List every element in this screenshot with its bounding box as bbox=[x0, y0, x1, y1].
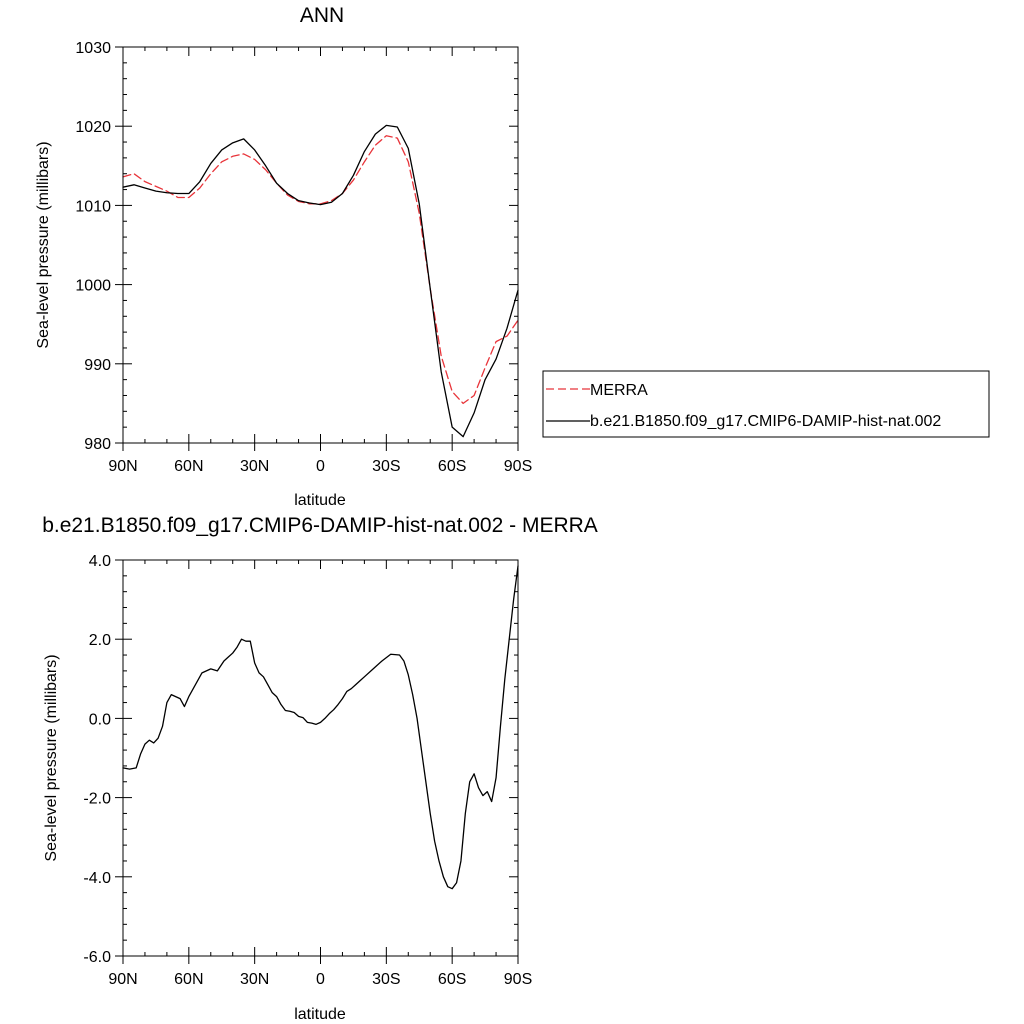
x-tick-label: 30N bbox=[240, 971, 269, 988]
x-axis-label: latitude bbox=[294, 1006, 346, 1023]
series-lines bbox=[122, 124, 519, 438]
y-tick-label: 980 bbox=[84, 436, 111, 453]
chart-panel-difference: b.e21.B1850.f09_g17.CMIP6-DAMIP-hist-nat… bbox=[42, 514, 598, 1023]
x-axis-ticks: 90N 60N 30N 0 30S 60S 90S bbox=[108, 560, 532, 988]
chart-title: ANN bbox=[300, 4, 344, 27]
y-tick-label: 0.0 bbox=[89, 711, 111, 728]
x-tick-label: 30S bbox=[372, 971, 400, 988]
legend-box bbox=[542, 370, 990, 438]
x-axis-ticks: 90N 60N 30N 0 30S 60S 90S bbox=[108, 47, 532, 475]
x-axis-label: latitude bbox=[294, 492, 346, 509]
x-tick-label: 30N bbox=[240, 458, 269, 475]
y-tick-label: -4.0 bbox=[83, 870, 111, 887]
x-tick-label: 90N bbox=[108, 971, 137, 988]
plot-frame bbox=[122, 559, 519, 957]
chart-title: b.e21.B1850.f09_g17.CMIP6-DAMIP-hist-nat… bbox=[42, 514, 598, 537]
y-tick-label: 4.0 bbox=[89, 553, 111, 570]
x-tick-label: 0 bbox=[316, 458, 325, 475]
x-tick-label: 0 bbox=[316, 971, 325, 988]
x-tick-label: 60N bbox=[174, 458, 203, 475]
series-line-model bbox=[122, 124, 519, 438]
y-tick-label: 2.0 bbox=[89, 632, 111, 649]
x-tick-label: 90S bbox=[504, 458, 532, 475]
legend: MERRA b.e21.B1850.f09_g17.CMIP6-DAMIP-hi… bbox=[542, 370, 990, 438]
y-tick-label: 990 bbox=[84, 357, 111, 374]
legend-label-merra: MERRA bbox=[590, 382, 648, 399]
x-tick-label: 60N bbox=[174, 971, 203, 988]
x-tick-label: 60S bbox=[438, 458, 466, 475]
x-tick-label: 90N bbox=[108, 458, 137, 475]
y-axis-ticks: 980 990 1000 1010 1020 1030 bbox=[75, 40, 518, 453]
y-axis-label: Sea-level pressure (millibars) bbox=[43, 654, 60, 861]
series-line-model bbox=[122, 565, 519, 890]
series-lines bbox=[122, 565, 519, 890]
y-tick-label: -2.0 bbox=[83, 791, 111, 808]
y-tick-label: 1020 bbox=[75, 119, 111, 136]
legend-label-model: b.e21.B1850.f09_g17.CMIP6-DAMIP-hist-nat… bbox=[590, 413, 941, 430]
y-tick-label: 1010 bbox=[75, 198, 111, 215]
x-tick-label: 90S bbox=[504, 971, 532, 988]
y-axis-label: Sea-level pressure (millibars) bbox=[35, 141, 52, 348]
series-line-merra bbox=[122, 135, 519, 405]
plot-frame bbox=[122, 46, 519, 444]
chart-panel-annual-slp: ANN 980 990 1000 1010 1020 1030 90N 60N 30N 0 30S… bbox=[35, 4, 990, 509]
y-tick-label: -6.0 bbox=[83, 949, 111, 966]
x-tick-label: 60S bbox=[438, 971, 466, 988]
y-tick-label: 1030 bbox=[75, 40, 111, 57]
x-tick-label: 30S bbox=[372, 458, 400, 475]
y-tick-label: 1000 bbox=[75, 278, 111, 295]
y-axis-ticks: -6.0 -4.0 -2.0 0.0 2.0 4.0 bbox=[83, 553, 518, 966]
